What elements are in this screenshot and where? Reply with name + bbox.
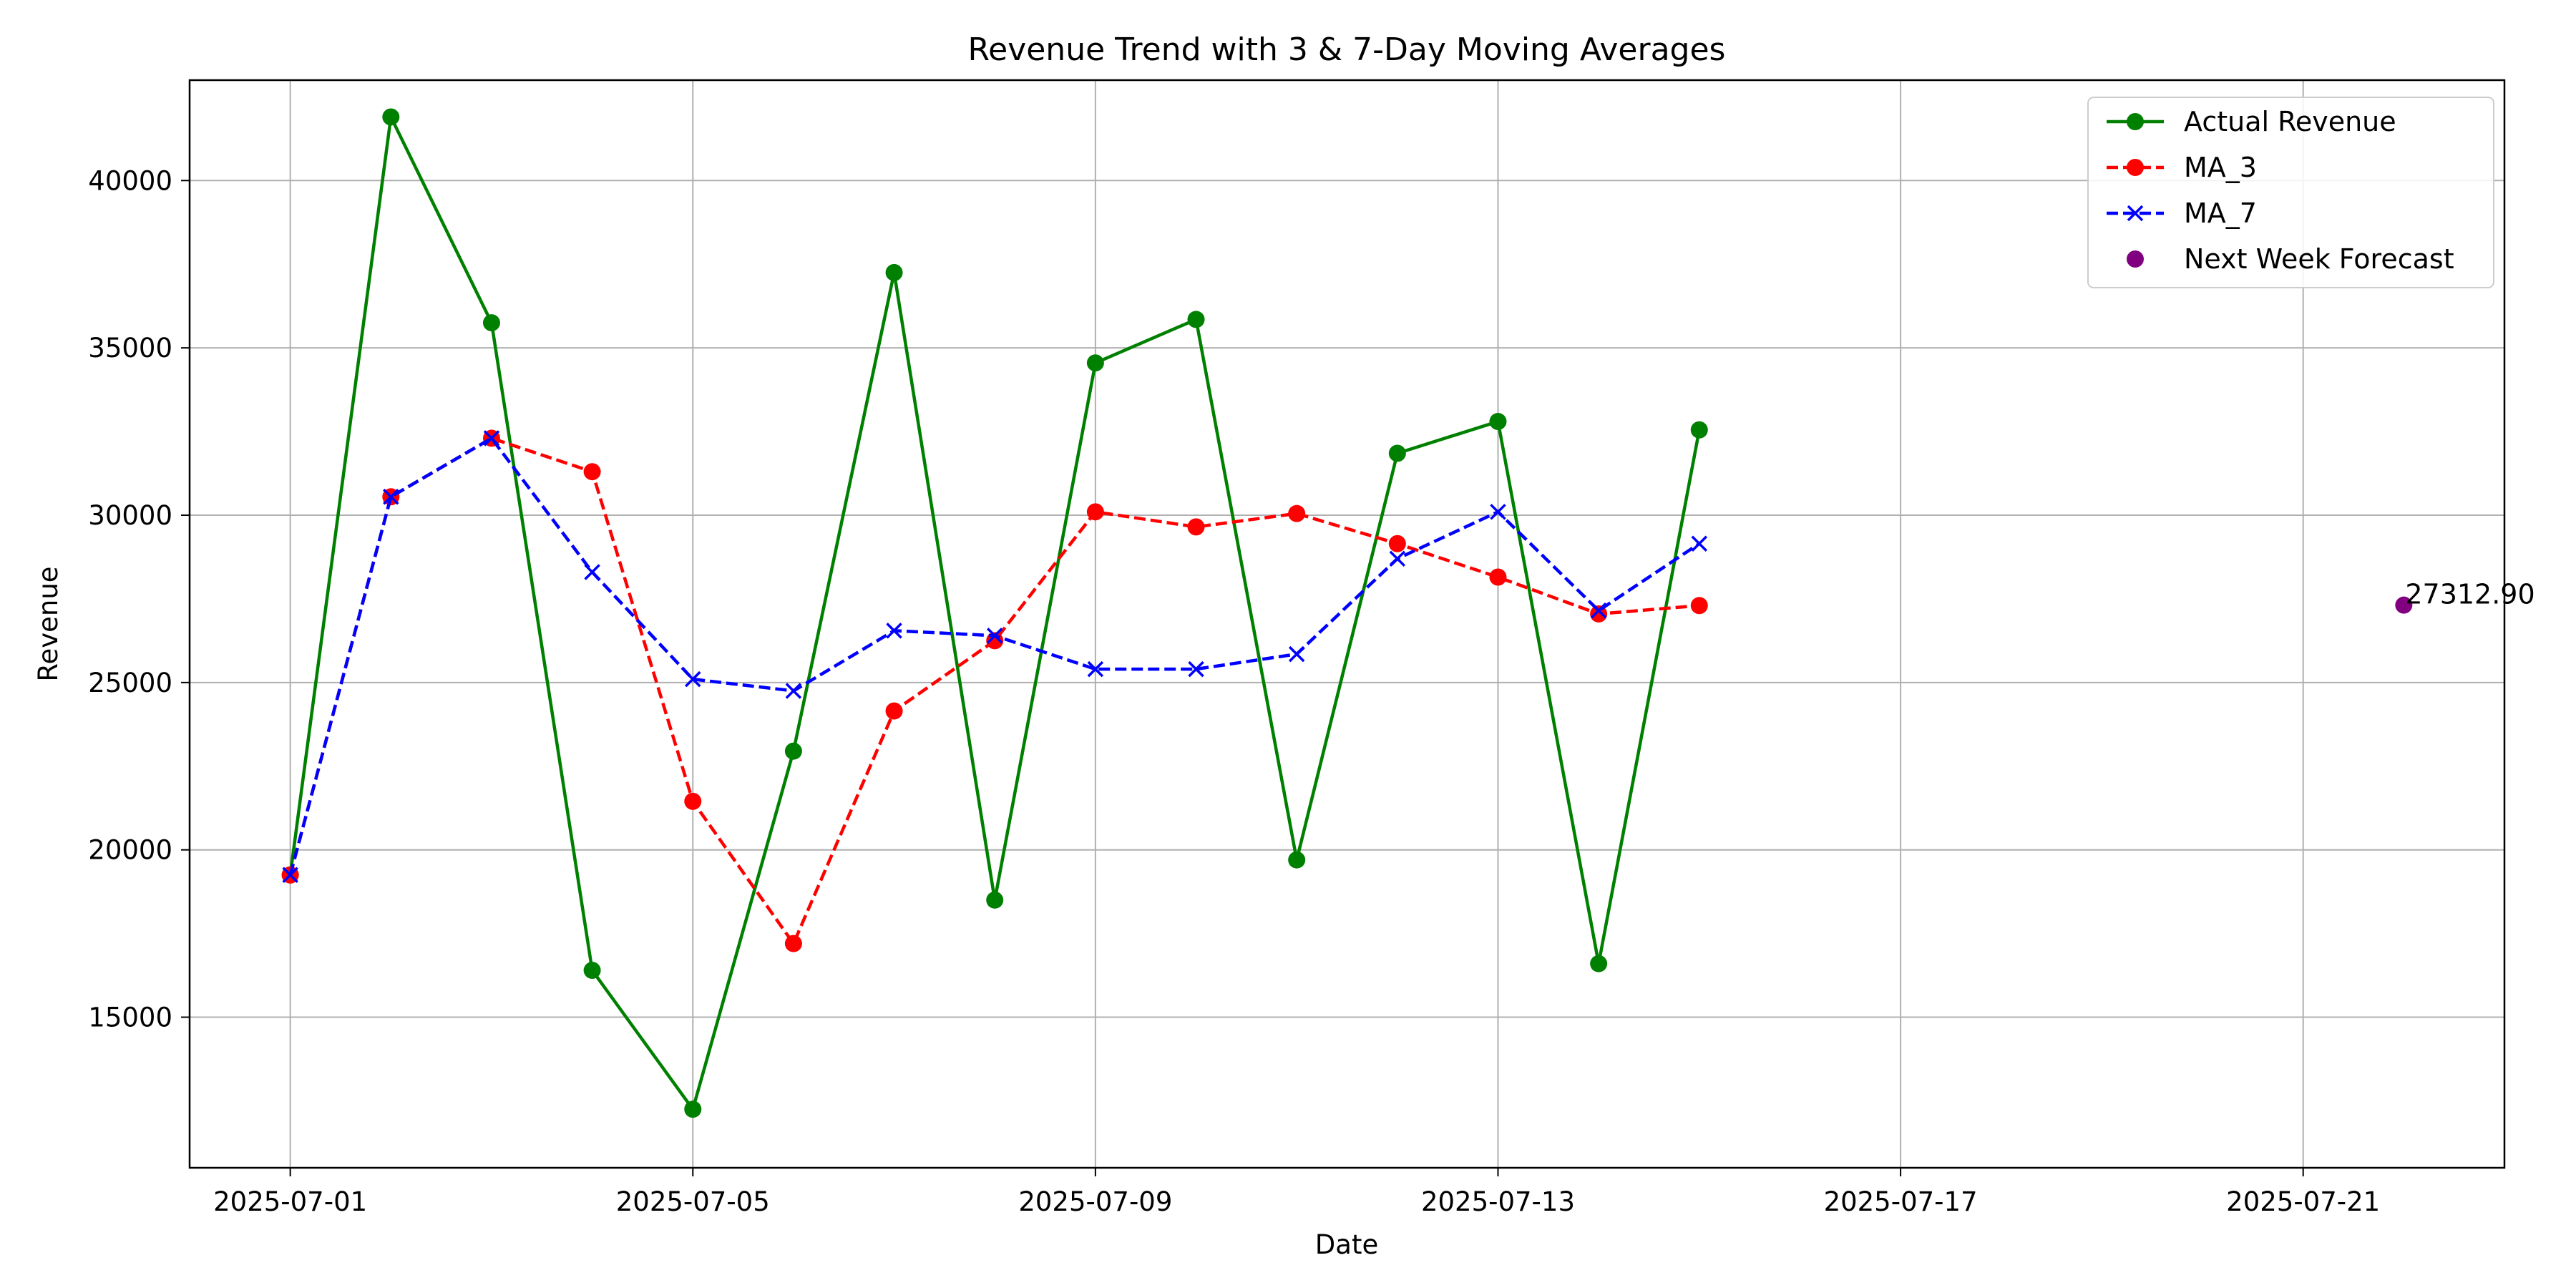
data-point [1388, 444, 1406, 462]
data-point [685, 670, 701, 688]
y-tick-label: 35000 [88, 333, 172, 364]
forecast-point [2395, 596, 2413, 614]
y-tick-label: 25000 [88, 668, 172, 698]
data-point [1690, 421, 1708, 439]
data-point [785, 683, 802, 699]
data-point [986, 628, 1003, 644]
data-point [1187, 311, 1205, 328]
x-tick-label: 2025-07-09 [1018, 1186, 1172, 1217]
plot-frame [188, 79, 2506, 1169]
legend-label: Actual Revenue [2184, 106, 2396, 137]
x-tick-label: 2025-07-13 [1421, 1186, 1575, 1217]
data-point [1087, 660, 1104, 678]
data-point [483, 430, 500, 447]
y-tick-label: 15000 [88, 1002, 172, 1033]
series-layer: 27312.90 [281, 108, 2535, 1118]
legend-entry: Next Week Forecast [2127, 243, 2454, 275]
data-point [282, 867, 298, 884]
y-tick-label: 30000 [88, 500, 172, 531]
legend-marker [2127, 113, 2144, 130]
x-tick-label: 2025-07-05 [616, 1186, 770, 1217]
data-point [1288, 504, 1306, 522]
data-point [1288, 851, 1306, 869]
legend-box [2087, 97, 2494, 288]
data-point [1288, 645, 1305, 663]
data-point [1086, 503, 1104, 521]
y-axis-label: Revenue [33, 566, 64, 681]
data-point [886, 623, 902, 639]
legend-marker [2127, 205, 2144, 222]
data-point [583, 463, 601, 481]
x-tick-label: 2025-07-17 [1824, 1186, 1978, 1217]
data-point [684, 1101, 702, 1118]
legend-marker [2127, 159, 2144, 176]
ticks: 2025-07-01 2025-07-05 2025-07-09 2025-07-13… [88, 165, 2380, 1217]
y-tick-label: 20000 [88, 835, 172, 866]
data-point [1389, 550, 1406, 567]
data-point [684, 792, 702, 810]
data-point [885, 263, 903, 281]
legend-label: MA_3 [2184, 152, 2257, 183]
legend-entry: MA_3 [2107, 152, 2257, 183]
data-point [583, 962, 601, 980]
legend-entry: Actual Revenue [2107, 106, 2396, 137]
grid [190, 80, 2504, 1168]
x-tick-label: 2025-07-21 [2226, 1186, 2380, 1217]
data-point [1490, 504, 1506, 520]
data-point [986, 891, 1004, 909]
data-point [1086, 354, 1104, 372]
data-point [1489, 568, 1507, 586]
data-point [784, 742, 802, 760]
data-point [784, 935, 802, 952]
data-point [1590, 955, 1608, 972]
y-tick-label: 40000 [88, 165, 172, 196]
data-point [885, 702, 903, 720]
x-tick-label: 2025-07-01 [213, 1186, 367, 1217]
data-point [1489, 413, 1507, 431]
legend: Actual Revenue MA_3 MA_7 Next Week Forecast [2087, 97, 2494, 288]
legend-label: MA_7 [2184, 197, 2257, 229]
forecast-label: 27312.90 [2405, 579, 2534, 610]
chart-title: Revenue Trend with 3 & 7-Day Moving Aver… [968, 31, 1726, 68]
legend-entry: MA_7 [2107, 197, 2257, 229]
data-point [1590, 602, 1607, 619]
data-point [482, 314, 500, 332]
data-point [1690, 597, 1708, 615]
data-point [1188, 660, 1204, 678]
data-point [1691, 535, 1708, 552]
data-point [382, 108, 400, 126]
data-point [584, 564, 600, 580]
x-axis-label: Date [1315, 1229, 1378, 1260]
legend-label: Next Week Forecast [2184, 243, 2454, 275]
data-point [1388, 535, 1406, 552]
data-point [1187, 518, 1205, 536]
legend-marker [2127, 250, 2144, 268]
series-ma-7 [282, 430, 1708, 884]
data-point [383, 489, 399, 505]
